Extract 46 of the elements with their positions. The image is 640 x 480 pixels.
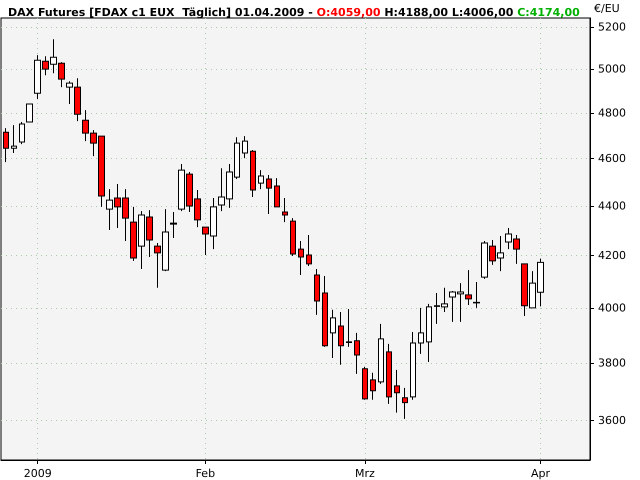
candlestick (354, 332, 360, 374)
candlestick (170, 212, 177, 239)
candlestick (370, 372, 376, 400)
x-tick-label: Apr (531, 467, 551, 480)
x-tick-label: 2009 (24, 467, 52, 480)
y-tick-label: 3600 (598, 414, 626, 428)
candlestick (362, 366, 368, 400)
candlestick (378, 323, 384, 384)
chart-title: DAX Futures [FDAX c1 EUX Täglich] 01.04.2009 - O:4059,00 H:4188,00 L:4006,00 C:4174,00 (8, 6, 580, 19)
candlestick (314, 268, 320, 316)
candlestick (306, 234, 312, 266)
candlestick (266, 174, 272, 215)
candlestick (338, 311, 344, 366)
candlestick (250, 150, 256, 198)
y-tick-label: 3800 (598, 356, 626, 370)
candlestick (11, 124, 17, 154)
x-tick-label: Mrz (355, 467, 376, 480)
candlestick (322, 276, 328, 348)
candlestick (26, 103, 33, 123)
candlestick (473, 282, 480, 308)
candlestick (290, 218, 296, 256)
candlestick (274, 178, 280, 208)
candlestick (298, 240, 304, 276)
candlestick (465, 270, 472, 306)
y-tick-label: 4600 (598, 152, 626, 165)
y-tick-label: 5200 (598, 20, 626, 34)
candlestick (402, 387, 408, 420)
candlestick (386, 343, 392, 404)
candlestick (282, 197, 288, 223)
candlestick (394, 369, 400, 414)
y-tick-label: 4400 (598, 199, 626, 212)
y-tick-label: 5000 (598, 62, 626, 76)
candlestick (426, 303, 432, 362)
candlestick (346, 308, 352, 348)
y-tick-label: 4800 (598, 106, 626, 120)
candlestick (418, 307, 424, 354)
candlestick (19, 122, 25, 145)
y-axis-title: €/EU (594, 2, 620, 15)
candlestick (242, 136, 248, 159)
candlestick (3, 128, 9, 163)
candlestick (330, 309, 336, 359)
candlestick (410, 332, 416, 400)
y-tick-label: 4000 (598, 301, 626, 314)
x-tick-label: Feb (196, 467, 216, 480)
y-tick-label: 4200 (598, 249, 626, 262)
candlestick (258, 170, 264, 190)
